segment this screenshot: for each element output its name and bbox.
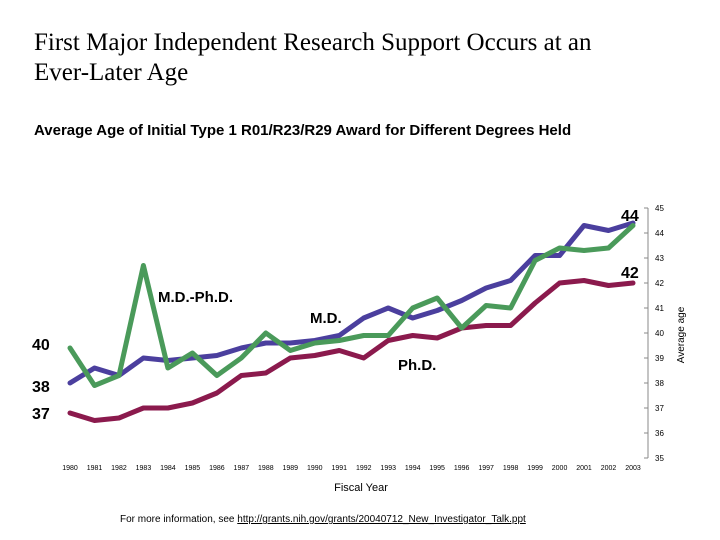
y-tick-label: 37 — [655, 404, 664, 413]
x-tick-label: 1988 — [258, 465, 274, 472]
x-tick-label: 2002 — [601, 465, 617, 472]
x-tick-label: 1985 — [185, 465, 201, 472]
x-tick-label: 1993 — [380, 465, 396, 472]
x-tick-label: 1984 — [160, 465, 176, 472]
x-tick-label: 1998 — [503, 465, 519, 472]
y-tick-label: 36 — [655, 429, 664, 438]
y-tick-label: 43 — [655, 254, 664, 263]
md-phd-series-label: M.D.-Ph.D. — [158, 289, 233, 306]
x-tick-label: 2001 — [576, 465, 592, 472]
series-line-ph-d — [67, 278, 636, 423]
x-tick-label: 1983 — [136, 465, 152, 472]
x-tick-label: 1990 — [307, 465, 323, 472]
x-tick-label: 1989 — [283, 465, 299, 472]
slide-title: First Major Independent Research Support… — [34, 28, 684, 88]
x-tick-label: 1994 — [405, 465, 421, 472]
y-tick-label: 45 — [655, 204, 664, 213]
y-axis-title: Average age — [676, 306, 687, 363]
footer-prefix: For more information, see — [120, 514, 238, 525]
left-value-label-phd: 37 — [32, 406, 50, 423]
annotation-layer: M.D.-Ph.D. M.D. Ph.D. 40 38 37 44 42 — [32, 208, 639, 423]
x-tick-label: 2000 — [552, 465, 568, 472]
phd-series-label: Ph.D. — [398, 357, 436, 374]
x-tick-label: 1999 — [527, 465, 543, 472]
x-tick-label: 1996 — [454, 465, 470, 472]
x-tick-label: 1991 — [331, 465, 347, 472]
series-layer — [67, 220, 636, 423]
right-value-label-md: 44 — [621, 208, 639, 225]
md-series-label: M.D. — [310, 310, 342, 327]
y-tick-label: 35 — [655, 454, 664, 463]
y-tick-label: 42 — [655, 279, 664, 288]
footer-note: For more information, see http://grants.… — [120, 514, 526, 525]
slide-title-line-1: First Major Independent Research Support… — [34, 29, 592, 56]
presentation-link[interactable]: http://grants.nih.gov/grants/20040712_Ne… — [237, 514, 526, 525]
x-tick-label: 1986 — [209, 465, 225, 472]
right-value-label-phd: 42 — [621, 265, 639, 282]
x-tick-label: 1987 — [234, 465, 250, 472]
axis-layer: Average age Fiscal Year 35 36 37 38 39 40 41 42… — [62, 204, 687, 494]
y-tick-label: 44 — [655, 229, 664, 238]
x-tick-label: 1982 — [111, 465, 127, 472]
slide-title-line-2: Ever-Later Age — [34, 59, 189, 86]
series-line-m-d-ph-d — [67, 223, 636, 388]
x-axis-title: Fiscal Year — [334, 482, 388, 494]
x-tick-label: 1980 — [62, 465, 78, 472]
chart-subtitle: Average Age of Initial Type 1 R01/R23/R2… — [34, 122, 572, 139]
x-tick-label: 1992 — [356, 465, 372, 472]
left-value-label-md: 38 — [32, 379, 50, 396]
y-tick-label: 41 — [655, 304, 664, 313]
y-tick-label: 40 — [655, 329, 664, 338]
y-tick-label: 38 — [655, 379, 664, 388]
x-tick-label: 1997 — [478, 465, 494, 472]
x-tick-label: 1981 — [87, 465, 103, 472]
x-tick-label: 2003 — [625, 465, 641, 472]
left-value-label-md-phd: 40 — [32, 337, 50, 354]
x-tick-label: 1995 — [429, 465, 445, 472]
y-tick-label: 39 — [655, 354, 664, 363]
